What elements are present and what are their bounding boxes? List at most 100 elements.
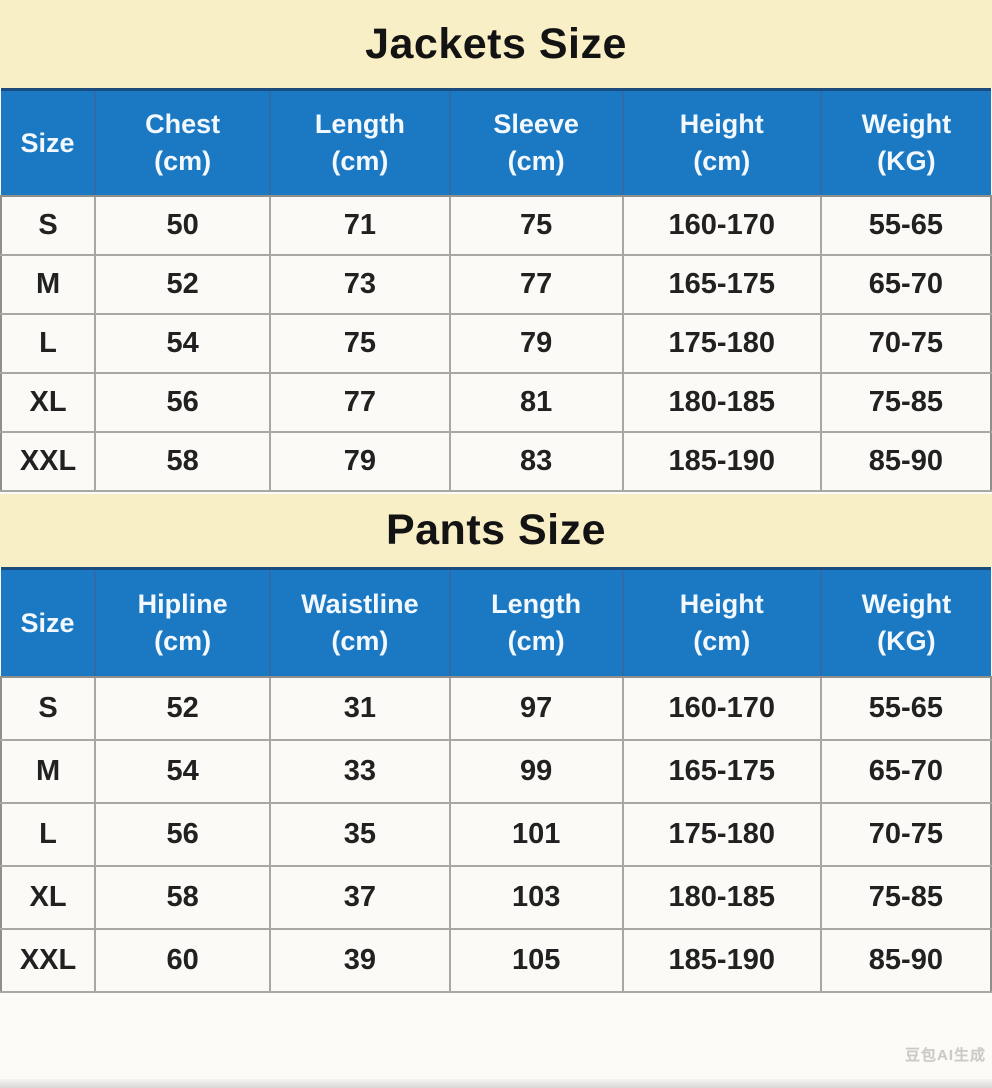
jackets-section-banner: Jackets Size bbox=[0, 0, 992, 88]
table-cell: 58 bbox=[94, 865, 272, 930]
column-header: Height (cm) bbox=[621, 88, 821, 197]
table-cell: 180-185 bbox=[621, 371, 822, 433]
jackets-title: Jackets Size bbox=[365, 19, 627, 68]
column-header: Length (cm) bbox=[269, 88, 450, 197]
column-header: Weight (KG) bbox=[819, 88, 991, 197]
table-cell: 52 bbox=[94, 676, 272, 741]
table-cell: 81 bbox=[448, 371, 624, 433]
table-cell: 175-180 bbox=[621, 802, 822, 867]
table-cell: 185-190 bbox=[621, 928, 822, 993]
column-header-label: Weight bbox=[861, 109, 952, 140]
column-header-unit: (cm) bbox=[507, 625, 565, 656]
row-size-label: S bbox=[0, 676, 97, 741]
row-size-label: XXL bbox=[0, 430, 97, 492]
column-header-unit: (cm) bbox=[693, 625, 751, 656]
table-cell: 180-185 bbox=[621, 865, 822, 930]
table-cell: 175-180 bbox=[621, 312, 822, 374]
table-cell: 52 bbox=[94, 253, 272, 315]
table-cell: 185-190 bbox=[621, 430, 822, 492]
table-cell: 39 bbox=[269, 928, 451, 993]
column-header: Hipline (cm) bbox=[94, 566, 271, 678]
table-cell: 83 bbox=[448, 430, 624, 492]
column-header-label: Height bbox=[679, 589, 764, 620]
table-cell: 56 bbox=[94, 802, 272, 867]
table-row: M 52 73 77 165-175 65-70 bbox=[0, 253, 992, 315]
header-row: Size Chest (cm) Length (cm) Sleeve (cm) Height (… bbox=[1, 88, 991, 197]
table-cell: 97 bbox=[448, 676, 624, 741]
table-row: XL 58 37 103 180-185 75-85 bbox=[0, 865, 992, 930]
table-cell: 99 bbox=[448, 739, 624, 804]
table-cell: 70-75 bbox=[819, 802, 992, 867]
column-header: Weight (KG) bbox=[819, 566, 991, 678]
table-cell: 50 bbox=[94, 194, 272, 256]
column-header-unit: (cm) bbox=[154, 625, 212, 656]
table-cell: 75 bbox=[269, 312, 451, 374]
table-row: L 54 75 79 175-180 70-75 bbox=[0, 312, 992, 374]
table-row: M 54 33 99 165-175 65-70 bbox=[0, 739, 992, 804]
table-cell: 101 bbox=[448, 802, 624, 867]
table-cell: 54 bbox=[94, 312, 272, 374]
column-header-unit: (cm) bbox=[693, 145, 751, 176]
column-header: Sleeve (cm) bbox=[448, 88, 623, 197]
jackets-size-table: Size Chest (cm) Length (cm) Sleeve (cm) Height (… bbox=[0, 88, 992, 492]
table-cell: 37 bbox=[269, 865, 451, 930]
column-header-label: Length bbox=[491, 589, 582, 620]
table-cell: 60 bbox=[94, 928, 272, 993]
table-cell: 58 bbox=[94, 430, 272, 492]
row-size-label: L bbox=[0, 312, 97, 374]
table-row: XXL 58 79 83 185-190 85-90 bbox=[0, 430, 992, 492]
table-cell: 165-175 bbox=[621, 253, 822, 315]
table-cell: 85-90 bbox=[819, 928, 992, 993]
table-cell: 165-175 bbox=[621, 739, 822, 804]
row-size-label: M bbox=[0, 739, 97, 804]
table-cell: 75-85 bbox=[819, 371, 992, 433]
column-header: Length (cm) bbox=[448, 566, 623, 678]
column-header-label: Hipline bbox=[137, 589, 228, 620]
column-header-unit: (KG) bbox=[877, 625, 936, 656]
column-header-label: Weight bbox=[861, 589, 952, 620]
column-header: Height (cm) bbox=[621, 566, 821, 678]
table-cell: 160-170 bbox=[621, 676, 822, 741]
pants-section-banner: Pants Size bbox=[0, 493, 992, 567]
column-header: Size bbox=[1, 88, 96, 197]
table-cell: 105 bbox=[448, 928, 624, 993]
table-cell: 55-65 bbox=[819, 676, 992, 741]
bottom-edge-strip bbox=[0, 1079, 992, 1088]
column-header-label: Chest bbox=[145, 109, 221, 140]
table-row: L 56 35 101 175-180 70-75 bbox=[0, 802, 992, 867]
table-cell: 54 bbox=[94, 739, 272, 804]
table-cell: 85-90 bbox=[819, 430, 992, 492]
table-cell: 65-70 bbox=[819, 253, 992, 315]
column-header-unit: (cm) bbox=[331, 625, 389, 656]
header-row: Size Hipline (cm) Waistline (cm) Length (cm) He… bbox=[1, 566, 991, 678]
column-header-unit: (cm) bbox=[507, 145, 565, 176]
column-header-label: Length bbox=[314, 109, 405, 140]
ai-generated-watermark: 豆包AI生成 bbox=[904, 1047, 986, 1064]
column-header-label: Sleeve bbox=[493, 109, 579, 140]
jackets-table-body: S 50 71 75 160-170 55-65 M 52 73 77 165-175 65-70 L 5… bbox=[0, 194, 992, 492]
table-cell: 79 bbox=[448, 312, 624, 374]
table-cell: 75 bbox=[448, 194, 624, 256]
table-cell: 55-65 bbox=[819, 194, 992, 256]
table-row: XL 56 77 81 180-185 75-85 bbox=[0, 371, 992, 433]
table-cell: 33 bbox=[269, 739, 451, 804]
table-cell: 31 bbox=[269, 676, 451, 741]
table-cell: 77 bbox=[448, 253, 624, 315]
pants-table-body: S 52 31 97 160-170 55-65 M 54 33 99 165-175 65-70 L 5… bbox=[0, 676, 992, 993]
table-cell: 71 bbox=[269, 194, 451, 256]
pants-title: Pants Size bbox=[385, 505, 607, 554]
column-header: Chest (cm) bbox=[94, 88, 271, 197]
table-row: S 52 31 97 160-170 55-65 bbox=[0, 676, 992, 741]
pants-size-table: Size Hipline (cm) Waistline (cm) Length (cm) He… bbox=[0, 566, 992, 993]
column-header-label: Height bbox=[679, 109, 764, 140]
jackets-table-header: Size Chest (cm) Length (cm) Sleeve (cm) Height (… bbox=[1, 88, 991, 197]
column-header-unit: (cm) bbox=[154, 145, 212, 176]
table-cell: 79 bbox=[269, 430, 451, 492]
column-header-label: Waistline bbox=[301, 589, 419, 620]
table-cell: 103 bbox=[448, 865, 624, 930]
table-cell: 75-85 bbox=[819, 865, 992, 930]
column-header-unit: (KG) bbox=[877, 145, 936, 176]
table-cell: 70-75 bbox=[819, 312, 992, 374]
table-row: S 50 71 75 160-170 55-65 bbox=[0, 194, 992, 256]
table-cell: 73 bbox=[269, 253, 451, 315]
